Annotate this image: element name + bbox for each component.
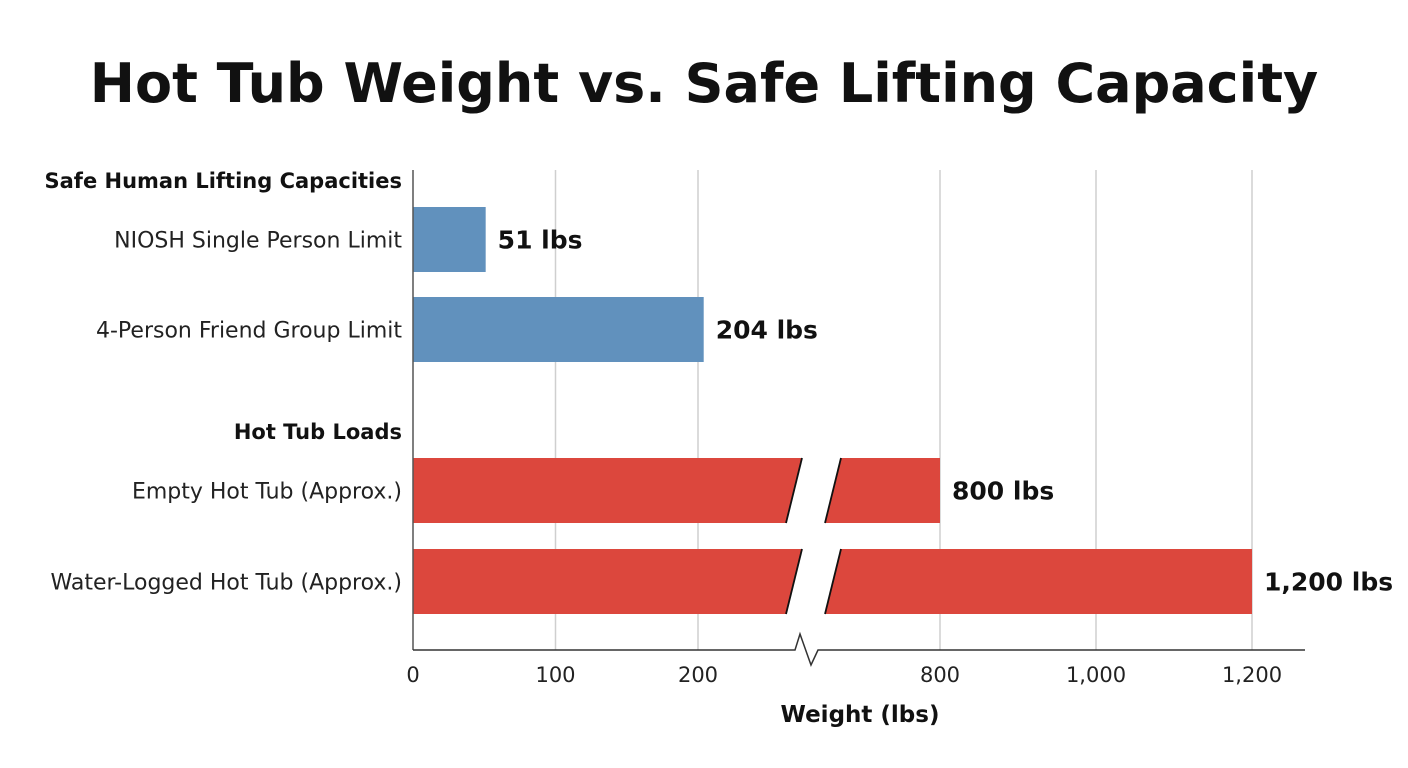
data-label: 51 lbs [498,226,583,255]
data-label: 800 lbs [952,477,1054,506]
x-axis-label: Weight (lbs) [781,702,940,728]
bar [413,207,486,272]
axis-break-mark [785,457,803,524]
bar [413,458,940,523]
category-label: NIOSH Single Person Limit [114,229,402,254]
data-label: 204 lbs [716,316,818,345]
axis-break-mark [785,548,803,615]
x-tick-label: 1,000 [1066,663,1126,687]
x-tick-label: 1,200 [1222,663,1282,687]
x-tick-label: 200 [678,663,718,687]
x-tick-label: 800 [920,663,960,687]
x-tick-label: 100 [535,663,575,687]
chart-title: Hot Tub Weight vs. Safe Lifting Capacity [90,52,1318,115]
x-tick-label: 0 [406,663,419,687]
category-label: Empty Hot Tub (Approx.) [132,480,402,505]
category-label: 4-Person Friend Group Limit [96,319,402,344]
bar [413,297,704,362]
group-header: Safe Human Lifting Capacities [45,169,402,193]
axis-break-mark [824,457,842,524]
data-label: 1,200 lbs [1264,568,1393,597]
axis-break-gap [786,458,841,523]
axis-break-mark [824,548,842,615]
group-header: Hot Tub Loads [234,420,402,444]
axis-break-gap [786,549,841,614]
category-label: Water-Logged Hot Tub (Approx.) [51,571,402,596]
x-axis-line-with-break [413,631,1305,667]
